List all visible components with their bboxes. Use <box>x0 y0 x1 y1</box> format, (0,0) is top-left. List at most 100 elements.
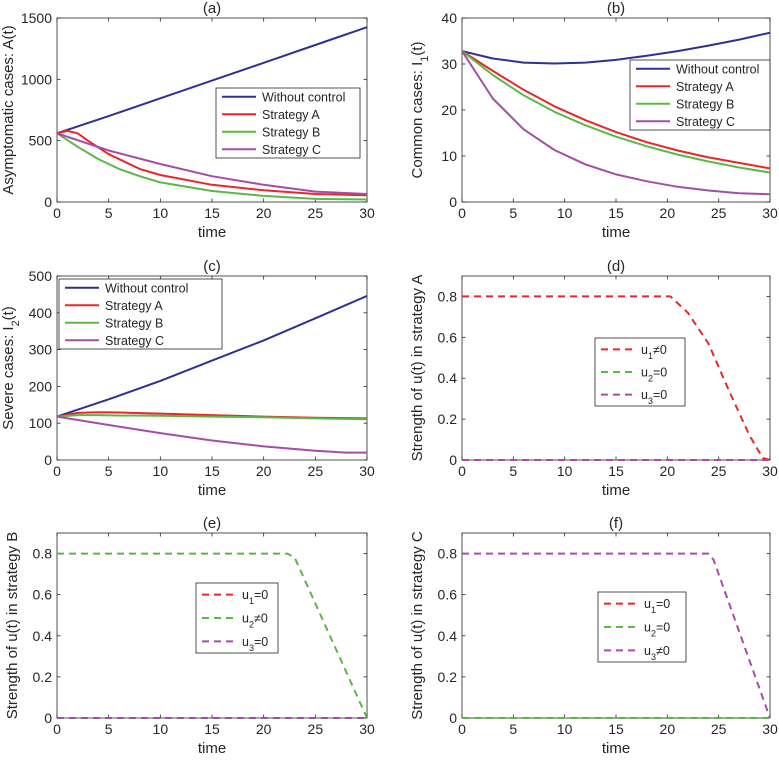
legend-label: Strategy C <box>105 334 164 348</box>
x-tick-label: 20 <box>660 463 676 479</box>
legend-label: u3=0 <box>242 635 268 653</box>
series-line <box>462 50 770 170</box>
x-tick-label: 0 <box>458 721 466 737</box>
x-axis-label: time <box>602 482 630 499</box>
y-tick-label: 0 <box>449 194 457 210</box>
x-tick-label: 0 <box>53 463 61 479</box>
legend-label: u1=0 <box>644 597 670 615</box>
y-tick-label: 0 <box>44 452 52 468</box>
chart-title: (f) <box>609 515 623 532</box>
y-tick-label: 100 <box>29 415 53 431</box>
x-tick-label: 5 <box>509 463 517 479</box>
legend-label: u1=0 <box>242 588 268 606</box>
y-tick-label: 20 <box>441 102 457 118</box>
x-tick-label: 15 <box>204 205 220 221</box>
y-tick-label: 1500 <box>21 10 52 26</box>
legend-label: u2≠0 <box>242 612 268 630</box>
y-tick-label: 500 <box>29 133 53 149</box>
y-tick-label: 0.2 <box>438 669 458 685</box>
y-tick-label: 30 <box>441 56 457 72</box>
series-line <box>57 552 367 719</box>
chart-title: (b) <box>607 0 625 17</box>
panel-f: 0 5 10 15 20 25 30 0 0.2 0.4 0.6 0.8 (f) time Strength… <box>409 515 778 757</box>
x-tick-label: 20 <box>660 721 676 737</box>
legend-label: u3≠0 <box>644 644 670 662</box>
legend-label: Strategy A <box>105 299 163 313</box>
x-tick-label: 10 <box>557 721 573 737</box>
legend-box <box>58 278 223 350</box>
x-tick-label: 25 <box>711 463 727 479</box>
series-line <box>57 415 367 454</box>
legend-label: u1≠0 <box>641 343 667 361</box>
x-axis-label: time <box>602 740 630 757</box>
panel-c: 0 5 10 15 20 25 300100200300400500(c)timeSever… <box>0 258 375 499</box>
legend-label: Strategy B <box>262 125 320 139</box>
series-line <box>462 552 770 719</box>
x-tick-label: 0 <box>53 721 61 737</box>
x-tick-label: 15 <box>608 205 624 221</box>
y-tick-label: 0.6 <box>438 329 458 345</box>
y-tick-label: 0.4 <box>438 370 458 386</box>
x-tick-label: 30 <box>762 205 778 221</box>
x-tick-label: 25 <box>308 721 324 737</box>
panel-b: 0 5 10 15 20 25 30 0 10 20 30 40 (b) time Common cases… <box>409 0 778 241</box>
y-tick-label: 0 <box>449 710 457 726</box>
x-tick-label: 30 <box>359 721 375 737</box>
x-tick-label: 25 <box>308 463 324 479</box>
legend: Without control Strategy A Strategy B Strat… <box>58 278 223 350</box>
x-axis-label: time <box>602 224 630 241</box>
legend-label: u2=0 <box>644 621 670 639</box>
x-tick-label: 25 <box>711 721 727 737</box>
panel-e: 0 5 10 15 20 25 30 0 0.2 0.4 0.6 0.8 (e) time Strength… <box>4 515 375 757</box>
y-tick-label: 0 <box>449 452 457 468</box>
x-tick-label: 15 <box>608 721 624 737</box>
y-tick-label: 0.8 <box>438 546 458 562</box>
x-tick-label: 15 <box>608 463 624 479</box>
x-tick-label: 10 <box>153 721 169 737</box>
y-tick-label: 0.4 <box>438 628 458 644</box>
y-axis-label: Asymptomatic cases: A(t) <box>0 25 17 194</box>
legend-box <box>629 59 771 131</box>
legend-label: Strategy C <box>262 143 321 157</box>
y-axis-label: Strength of u(t) in strategy B <box>4 532 21 720</box>
y-axis-label: Severe cases: I2(t) <box>0 306 22 430</box>
y-tick-label: 200 <box>29 378 53 394</box>
y-axis-label: Strength of u(t) in strategy A <box>409 275 426 462</box>
x-tick-label: 30 <box>762 721 778 737</box>
x-tick-label: 5 <box>105 721 113 737</box>
legend-label: u3=0 <box>641 388 667 406</box>
chart-title: (c) <box>203 258 221 275</box>
panel-d: 0 5 10 15 20 25 30 0 0.2 0.4 0.6 0.8 (d) time Strength… <box>409 258 778 499</box>
x-tick-label: 10 <box>153 205 169 221</box>
series-line <box>462 295 770 461</box>
x-tick-label: 20 <box>256 463 272 479</box>
legend-label: Strategy C <box>676 115 735 129</box>
x-tick-label: 10 <box>557 205 573 221</box>
series-line <box>57 132 367 201</box>
series-line <box>57 132 367 195</box>
legend-box <box>594 337 686 407</box>
y-tick-label: 0.4 <box>33 628 53 644</box>
legend: u1=0 u2≠0 u3=0 <box>195 582 279 654</box>
y-tick-label: 300 <box>29 342 53 358</box>
y-tick-label: 10 <box>441 148 457 164</box>
chart-title: (e) <box>203 515 221 532</box>
series-line <box>57 294 367 418</box>
x-tick-label: 20 <box>660 205 676 221</box>
series-line <box>57 129 367 197</box>
legend-box <box>597 591 687 663</box>
y-tick-label: 500 <box>29 268 53 284</box>
x-tick-label: 5 <box>105 463 113 479</box>
y-tick-label: 0.2 <box>33 669 53 685</box>
legend-box <box>195 582 279 654</box>
legend: Without control Strategy A Strategy B Strat… <box>629 59 771 131</box>
legend: Without control Strategy A Strategy B Strat… <box>215 87 361 159</box>
x-tick-label: 25 <box>711 205 727 221</box>
chart-title: (a) <box>203 0 221 17</box>
legend: u1=0 u2=0 u3≠0 <box>597 591 687 663</box>
x-axis-label: time <box>198 482 226 499</box>
y-tick-label: 400 <box>29 305 53 321</box>
legend-box <box>215 87 361 159</box>
y-tick-label: 0.6 <box>438 587 458 603</box>
y-tick-label: 0 <box>44 194 52 210</box>
